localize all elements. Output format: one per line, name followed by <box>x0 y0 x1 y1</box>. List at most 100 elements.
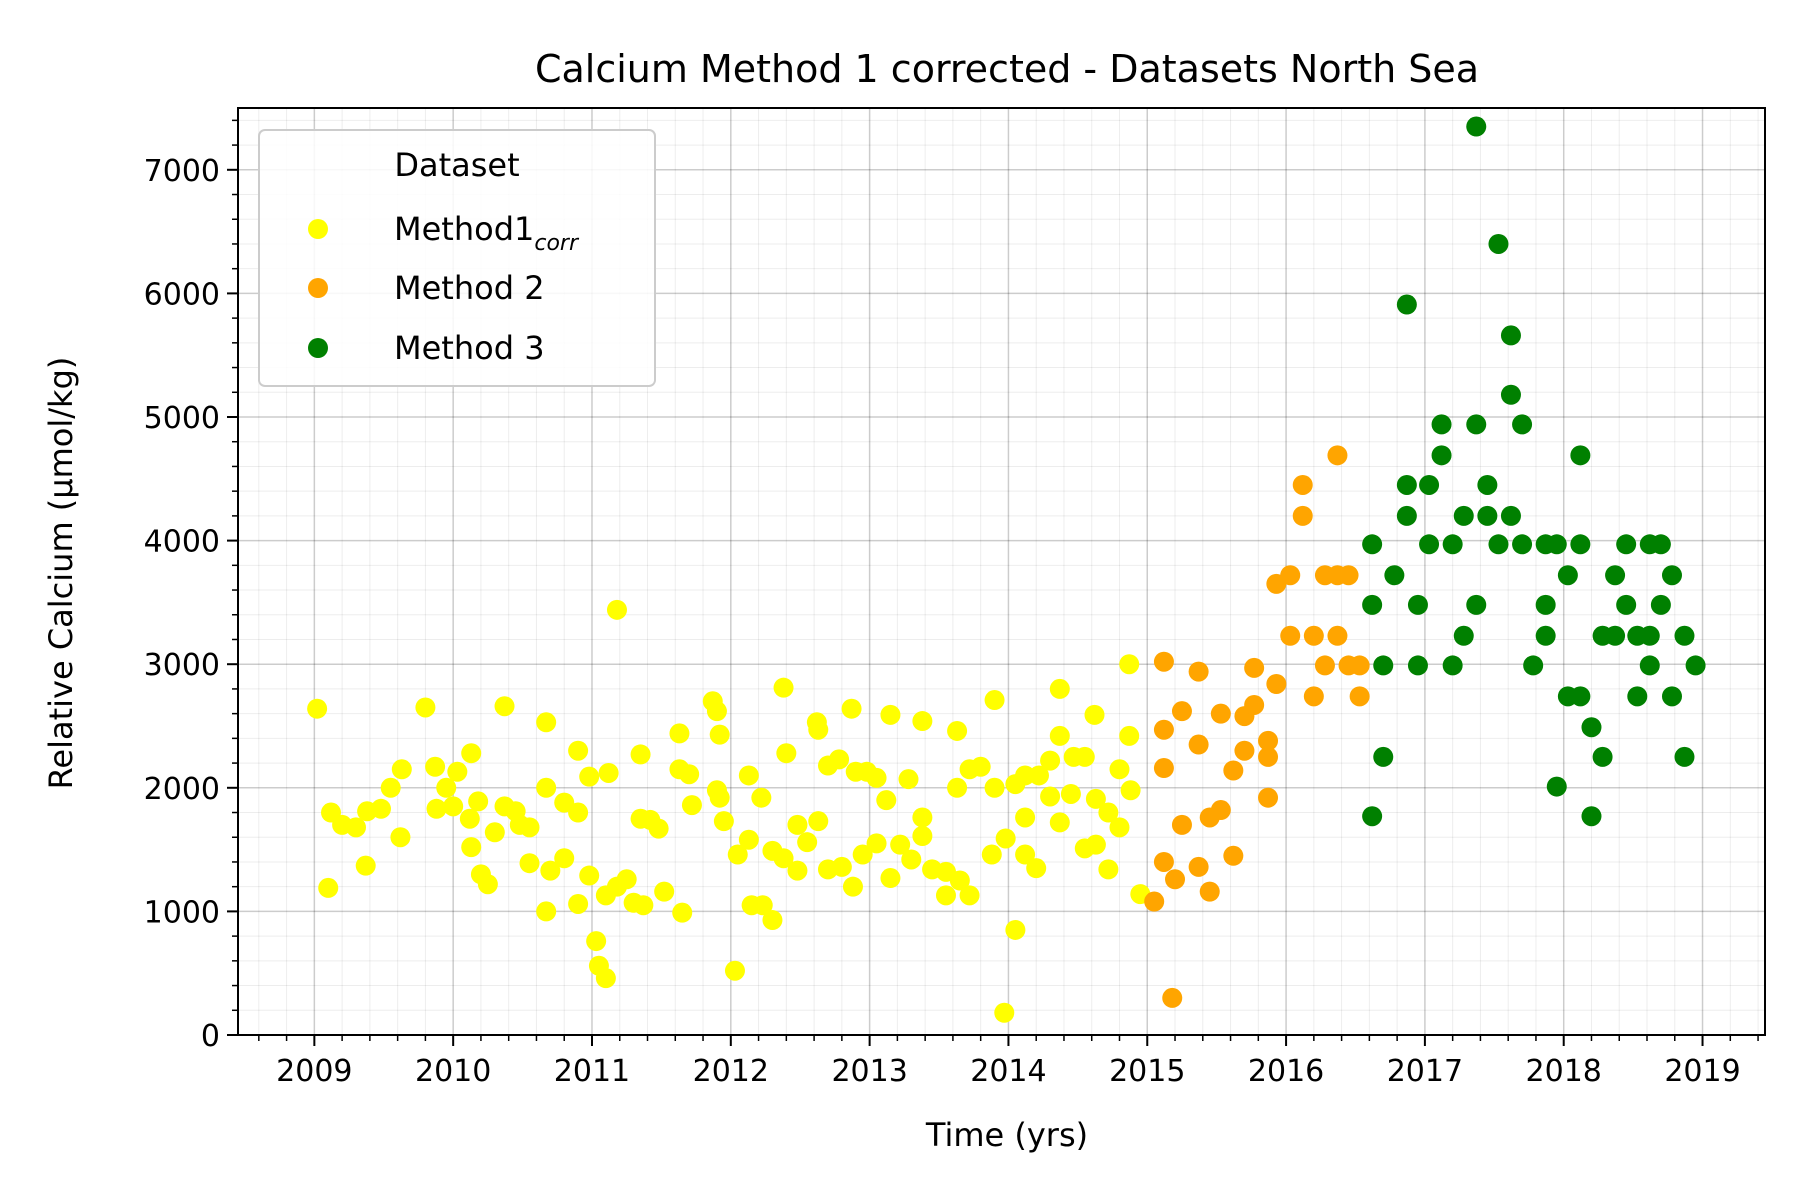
data-point <box>1144 891 1165 912</box>
x-tick-label: 2018 <box>1526 1054 1602 1089</box>
data-point <box>1210 800 1231 821</box>
data-point <box>415 697 436 718</box>
data-point <box>1570 534 1591 555</box>
data-point <box>1015 844 1036 865</box>
data-point <box>1349 686 1370 707</box>
data-point <box>633 895 654 916</box>
data-point <box>1500 325 1521 346</box>
data-point <box>1085 788 1106 809</box>
series-3 <box>1362 116 1706 827</box>
data-point <box>709 724 730 745</box>
data-point <box>307 698 328 719</box>
x-axis-label: Time (yrs) <box>925 1116 1088 1154</box>
data-point <box>1453 625 1474 646</box>
data-point <box>829 749 850 770</box>
data-point <box>1396 474 1417 495</box>
data-point <box>706 701 727 722</box>
legend-marker-method3 <box>308 338 328 358</box>
x-axis-ticks: 2009 2010 2011 2012 2013 2014 2015 2016 2017 2018… <box>258 1035 1759 1089</box>
data-point <box>1258 787 1279 808</box>
data-point <box>1616 594 1637 615</box>
data-point <box>787 814 808 835</box>
legend: Dataset Method1corr Method 2 Method 3 <box>258 129 656 387</box>
data-point <box>984 777 1005 798</box>
data-point <box>1466 116 1487 137</box>
data-point <box>797 832 818 853</box>
data-point <box>1153 719 1174 740</box>
data-point <box>1223 760 1244 781</box>
chart-title: Calcium Method 1 corrected - Datasets No… <box>535 47 1479 91</box>
legend-item-method3: Method 3 <box>308 329 545 367</box>
data-point <box>1419 534 1440 555</box>
data-point <box>1500 384 1521 405</box>
data-point <box>1258 730 1279 751</box>
data-point <box>1327 625 1348 646</box>
data-point <box>1488 534 1509 555</box>
data-point <box>876 790 897 811</box>
data-point <box>1028 765 1049 786</box>
data-point <box>866 833 887 854</box>
legend-title: Dataset <box>394 146 519 184</box>
data-point <box>1292 474 1313 495</box>
data-point <box>1674 746 1695 767</box>
data-point <box>880 704 901 725</box>
data-point <box>1338 565 1359 586</box>
y-tick-label: 1000 <box>144 895 220 930</box>
data-point <box>519 817 540 838</box>
y-tick-label: 5000 <box>144 401 220 436</box>
data-point <box>1120 780 1141 801</box>
data-point <box>681 795 702 816</box>
data-point <box>901 849 922 870</box>
x-tick-label: 2012 <box>693 1054 769 1089</box>
data-point <box>1373 746 1394 767</box>
x-tick-label: 2016 <box>1248 1054 1324 1089</box>
data-point <box>713 811 734 832</box>
data-point <box>1049 678 1070 699</box>
data-point <box>773 677 794 698</box>
data-point <box>1535 594 1556 615</box>
data-point <box>1188 734 1209 755</box>
data-point <box>1280 565 1301 586</box>
data-point <box>1280 625 1301 646</box>
data-point <box>1650 594 1671 615</box>
data-point <box>751 787 772 808</box>
data-point <box>1292 505 1313 526</box>
data-point <box>595 968 616 989</box>
data-point <box>752 895 773 916</box>
data-point <box>841 698 862 719</box>
data-point <box>935 885 956 906</box>
data-point <box>554 848 575 869</box>
data-point <box>1026 858 1047 879</box>
x-tick-label: 2015 <box>1109 1054 1185 1089</box>
data-point <box>648 818 669 839</box>
data-point <box>1153 758 1174 779</box>
data-point <box>1466 594 1487 615</box>
series-2 <box>1144 445 1370 1008</box>
data-point <box>1049 725 1070 746</box>
data-point <box>1431 445 1452 466</box>
data-point <box>1407 594 1428 615</box>
data-point <box>606 599 627 620</box>
data-point <box>672 902 693 923</box>
data-point <box>1223 845 1244 866</box>
data-point <box>579 865 600 886</box>
plot-frame <box>237 107 1766 1036</box>
data-point <box>1162 987 1183 1008</box>
data-point <box>654 881 675 902</box>
x-tick-label: 2011 <box>554 1054 630 1089</box>
data-point <box>345 817 366 838</box>
data-point <box>1165 869 1186 890</box>
data-point <box>1384 565 1405 586</box>
legend-marker-method2 <box>308 278 328 298</box>
data-point <box>1442 534 1463 555</box>
data-point <box>1419 474 1440 495</box>
data-point <box>984 690 1005 711</box>
data-point <box>1523 655 1544 676</box>
data-point <box>679 764 700 785</box>
data-point <box>459 808 480 829</box>
x-tick-label: 2010 <box>415 1054 491 1089</box>
data-point <box>890 834 911 855</box>
data-point <box>1512 534 1533 555</box>
data-point <box>1581 717 1602 738</box>
